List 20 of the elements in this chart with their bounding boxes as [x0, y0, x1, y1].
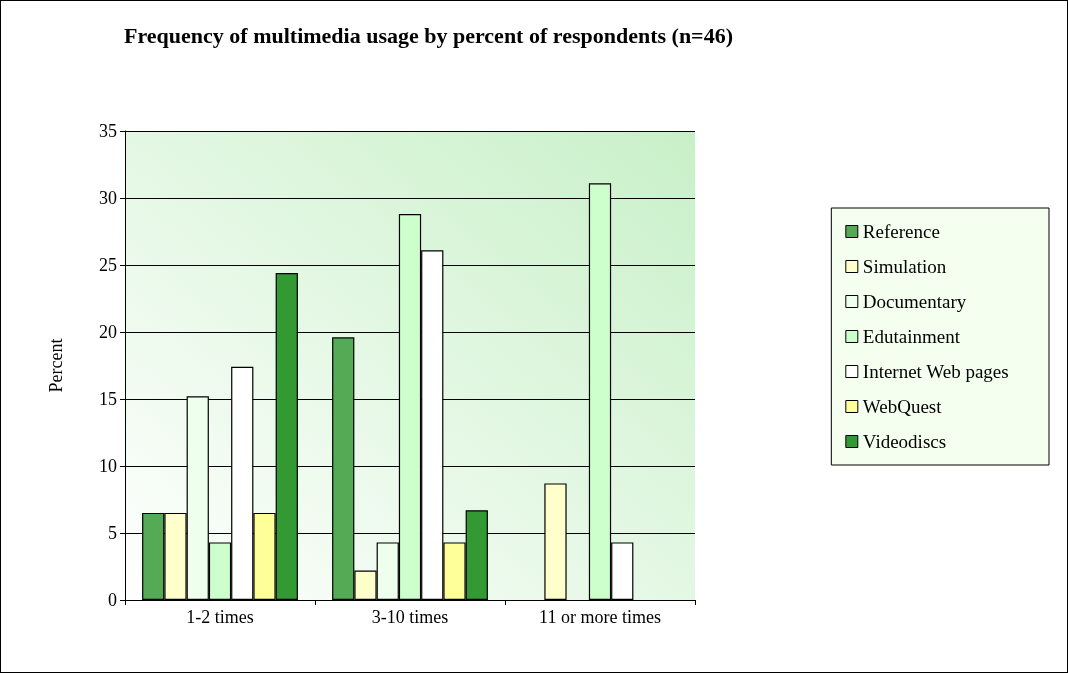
x-tick-label: 1-2 times: [186, 607, 254, 627]
y-axis-title: Percent: [46, 338, 66, 393]
legend-label: Simulation: [862, 256, 947, 277]
y-tick-label: 30: [99, 188, 117, 208]
y-tick-label: 10: [99, 456, 117, 476]
y-tick-label: 35: [99, 121, 117, 141]
legend-label: Edutainment: [862, 326, 961, 347]
y-tick-label: 0: [108, 590, 117, 610]
y-tick-label: 25: [99, 255, 117, 275]
x-tick-label: 11 or more times: [539, 607, 661, 627]
legend-label: Videodiscs: [862, 431, 947, 452]
legend-label: WebQuest: [862, 396, 943, 417]
y-tick-label: 5: [108, 523, 117, 543]
legend-label: Documentary: [862, 291, 967, 312]
y-tick-label: 15: [99, 389, 117, 409]
legend-label: Internet Web pages: [862, 361, 1009, 382]
y-tick-label: 20: [99, 322, 117, 342]
x-tick-label: 3-10 times: [371, 607, 449, 627]
chart-title: Frequency of multimedia usage by percent of respondents (n=46): [124, 22, 733, 48]
legend-label: Reference: [862, 221, 940, 242]
